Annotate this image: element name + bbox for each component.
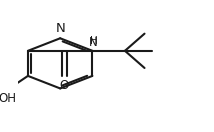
Text: N: N — [89, 37, 98, 50]
Text: N: N — [55, 22, 65, 35]
Text: O: O — [59, 79, 69, 91]
Text: OH: OH — [0, 92, 16, 105]
Text: H: H — [90, 36, 97, 46]
